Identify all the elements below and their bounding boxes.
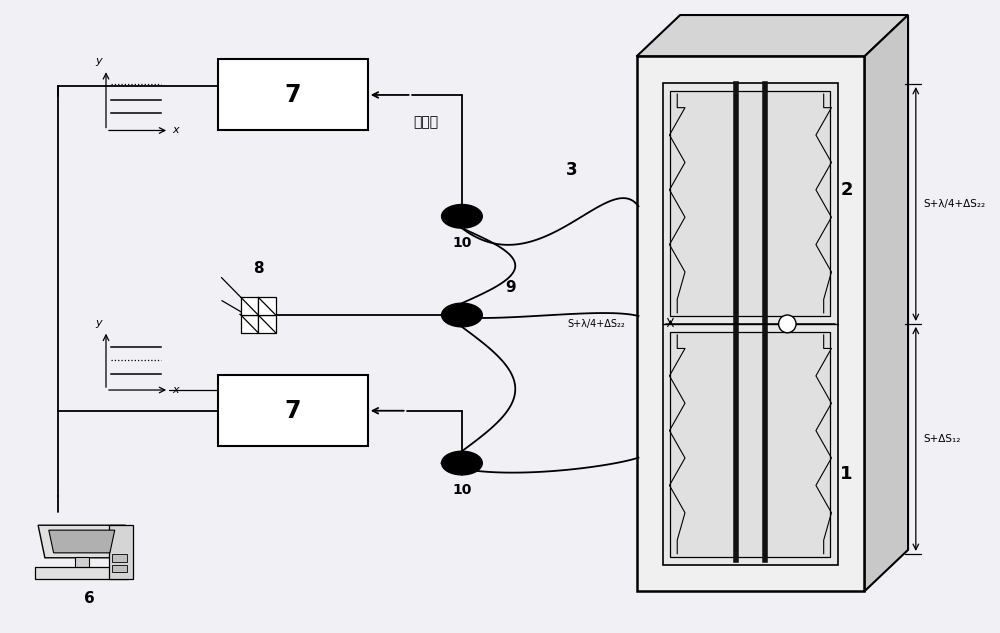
- Bar: [663, 83, 838, 565]
- Text: y: y: [95, 318, 102, 328]
- Bar: [241, 315, 258, 333]
- Text: S+ΔS₁₂: S+ΔS₁₂: [924, 434, 961, 444]
- Text: 3: 3: [566, 161, 577, 179]
- Bar: [241, 298, 258, 315]
- Polygon shape: [49, 530, 115, 553]
- Text: 9: 9: [506, 280, 516, 295]
- Ellipse shape: [442, 303, 482, 327]
- Text: 6: 6: [84, 591, 95, 606]
- Ellipse shape: [442, 204, 482, 228]
- Text: 7: 7: [284, 83, 301, 107]
- Bar: [258, 315, 276, 333]
- Polygon shape: [637, 15, 908, 56]
- Text: x: x: [172, 385, 179, 395]
- Bar: [218, 60, 368, 130]
- Text: 10: 10: [452, 236, 472, 250]
- Bar: [109, 525, 133, 579]
- Text: 1: 1: [840, 465, 853, 483]
- Text: S+λ/4+ΔS₂₂: S+λ/4+ΔS₂₂: [924, 199, 986, 209]
- Bar: [670, 332, 830, 557]
- Text: 8: 8: [253, 261, 264, 275]
- Text: 2: 2: [840, 181, 853, 199]
- Polygon shape: [864, 15, 908, 591]
- Bar: [218, 375, 368, 446]
- Bar: [637, 56, 864, 591]
- Polygon shape: [38, 525, 125, 558]
- Bar: [112, 554, 127, 561]
- Bar: [670, 91, 830, 316]
- Bar: [112, 565, 127, 572]
- Text: x: x: [172, 125, 179, 135]
- Circle shape: [779, 315, 796, 333]
- Text: 10: 10: [452, 483, 472, 497]
- Bar: [35, 567, 128, 579]
- Text: 7: 7: [284, 399, 301, 423]
- Bar: [258, 298, 276, 315]
- Text: S+λ/4+ΔS₂₂: S+λ/4+ΔS₂₂: [567, 319, 625, 329]
- Text: 光信号: 光信号: [413, 116, 439, 130]
- Bar: [75, 557, 89, 568]
- Ellipse shape: [442, 451, 482, 475]
- Text: y: y: [95, 56, 102, 66]
